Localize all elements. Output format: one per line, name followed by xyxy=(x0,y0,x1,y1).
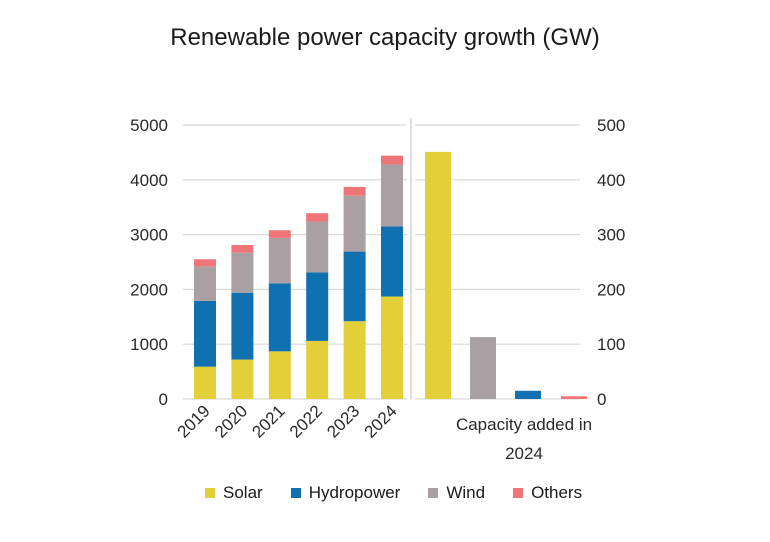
legend-swatch-hydropower xyxy=(290,488,301,498)
bar-hydropower-2023 xyxy=(343,251,366,322)
bar-solar-2022 xyxy=(306,340,329,399)
y-tick-left-5000: 5000 xyxy=(130,116,168,135)
legend-item-hydropower: Hydropower xyxy=(290,483,401,503)
legend-item-solar: Solar xyxy=(205,483,263,503)
bar-wind-2023 xyxy=(343,195,366,252)
chart-title: Renewable power capacity growth (GW) xyxy=(170,24,600,51)
bar-others-2024 xyxy=(381,155,403,165)
legend-swatch-others xyxy=(513,488,524,498)
y-tick-right-300: 300 xyxy=(597,226,625,245)
x-tick-2023: 2023 xyxy=(323,401,363,441)
x-tick-2022: 2022 xyxy=(286,401,326,441)
bar-solar-2024 xyxy=(381,296,403,399)
bar-added-2024-wind xyxy=(470,337,496,399)
bar-others-2023 xyxy=(343,186,366,196)
bar-solar-2021 xyxy=(268,351,291,399)
bar-others-2021 xyxy=(268,230,291,238)
y-tick-right-0: 0 xyxy=(597,390,606,409)
bar-hydropower-2021 xyxy=(268,283,291,352)
y-tick-left-0: 0 xyxy=(159,390,168,409)
x-tick-2024: 2024 xyxy=(361,401,401,441)
bar-wind-2021 xyxy=(268,237,291,284)
legend: Solar Hydropower Wind Others xyxy=(205,483,582,503)
legend-swatch-wind xyxy=(428,488,439,498)
y-tick-left-1000: 1000 xyxy=(130,335,168,354)
y-tick-right-500: 500 xyxy=(597,116,625,135)
bar-wind-2019 xyxy=(194,266,216,301)
legend-label-wind: Wind xyxy=(446,483,486,502)
legend-swatch-solar xyxy=(205,488,215,498)
bar-others-2019 xyxy=(194,259,216,267)
bar-solar-2023 xyxy=(343,321,366,399)
y-tick-right-100: 100 xyxy=(597,335,625,354)
bar-added-2024-others xyxy=(561,396,587,399)
bar-hydropower-2020 xyxy=(231,292,254,360)
bar-others-2020 xyxy=(231,245,254,253)
y-tick-left-3000: 3000 xyxy=(130,226,168,245)
bar-solar-2019 xyxy=(194,366,216,399)
bar-solar-2020 xyxy=(231,359,254,399)
legend-item-wind: Wind xyxy=(428,483,485,503)
legend-label-solar: Solar xyxy=(223,483,263,502)
bar-wind-2024 xyxy=(381,164,403,227)
y-tick-left-4000: 4000 xyxy=(130,171,168,190)
x-tick-2019: 2019 xyxy=(174,401,214,441)
y-tick-left-2000: 2000 xyxy=(130,280,168,299)
bar-added-2024-solar xyxy=(425,151,451,399)
bar-others-2022 xyxy=(306,213,329,222)
x-label-right-line1: Capacity added in xyxy=(456,415,592,434)
x-label-right-line2: 2024 xyxy=(505,444,543,463)
bar-hydropower-2022 xyxy=(306,272,329,341)
bar-hydropower-2024 xyxy=(381,226,403,297)
bar-added-2024-hydropower xyxy=(515,390,541,399)
legend-label-others: Others xyxy=(531,483,583,502)
bar-hydropower-2019 xyxy=(194,300,216,367)
x-tick-2021: 2021 xyxy=(248,401,288,441)
bar-wind-2022 xyxy=(306,221,329,273)
legend-item-others: Others xyxy=(513,483,582,503)
x-tick-2020: 2020 xyxy=(211,401,251,441)
y-tick-right-400: 400 xyxy=(597,171,625,190)
y-tick-right-200: 200 xyxy=(597,280,625,299)
legend-label-hydropower: Hydropower xyxy=(308,483,401,502)
bar-wind-2020 xyxy=(231,252,254,293)
